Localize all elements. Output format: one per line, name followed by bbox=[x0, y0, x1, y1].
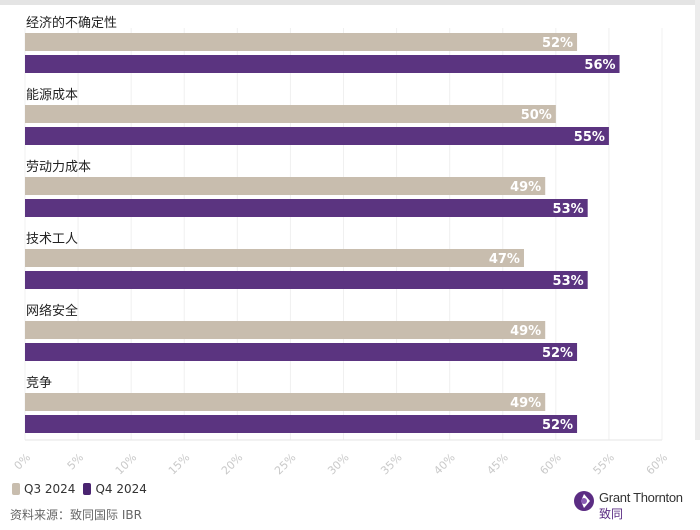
legend-swatch-q3 bbox=[12, 483, 20, 495]
bar-q3 bbox=[25, 177, 546, 195]
data-label: 49% bbox=[510, 180, 541, 195]
category-label: 网络安全 bbox=[26, 303, 78, 319]
tick-label: 35% bbox=[378, 451, 404, 477]
tick-label: 60% bbox=[537, 451, 563, 477]
right-border bbox=[695, 0, 700, 440]
tick-label: 60% bbox=[644, 451, 670, 477]
tick-label: 55% bbox=[591, 451, 617, 477]
data-label: 52% bbox=[542, 418, 573, 433]
bar-q4 bbox=[25, 127, 609, 145]
tick-label: 15% bbox=[166, 451, 192, 477]
tick-label: 0% bbox=[12, 451, 34, 473]
category-label: 能源成本 bbox=[26, 88, 78, 103]
data-label: 49% bbox=[510, 396, 541, 411]
data-label: 53% bbox=[553, 202, 584, 217]
legend: Q3 2024 Q4 2024 bbox=[12, 482, 147, 496]
tick-label: 30% bbox=[325, 451, 351, 477]
tick-label: 10% bbox=[113, 451, 139, 477]
logo-icon bbox=[574, 491, 594, 511]
data-label: 55% bbox=[574, 130, 605, 145]
category-label: 竞争 bbox=[26, 375, 52, 391]
bar-chart: 经济的不确定性 52% 56% 能源成本 50% 55% 劳动力成本 49% 53% 技术工人 47… bbox=[12, 15, 671, 477]
category-label: 劳动力成本 bbox=[26, 159, 91, 175]
data-label: 50% bbox=[521, 108, 552, 123]
data-label: 56% bbox=[584, 58, 615, 73]
bar-q3 bbox=[25, 321, 546, 339]
data-label: 49% bbox=[510, 324, 541, 339]
logo-sub: 致同 bbox=[599, 507, 624, 521]
tick-label: 25% bbox=[272, 451, 298, 477]
tick-label: 40% bbox=[431, 451, 457, 477]
data-label: 47% bbox=[489, 252, 520, 267]
tick-label: 45% bbox=[484, 451, 510, 477]
bar-q3 bbox=[25, 33, 578, 51]
data-label: 53% bbox=[553, 274, 584, 289]
legend-label-q4: Q4 2024 bbox=[95, 482, 147, 496]
bar-q4 bbox=[25, 271, 588, 289]
bar-q3 bbox=[25, 249, 524, 267]
tick-label: 20% bbox=[219, 451, 245, 477]
bar-q3 bbox=[25, 105, 556, 123]
bar-q3 bbox=[25, 393, 546, 411]
data-label: 52% bbox=[542, 36, 573, 51]
bar-q4 bbox=[25, 199, 588, 217]
tick-label: 5% bbox=[65, 451, 87, 473]
legend-swatch-q4 bbox=[83, 483, 92, 495]
category-label: 经济的不确定性 bbox=[26, 15, 117, 31]
bar-q4 bbox=[25, 343, 578, 361]
bar-q4 bbox=[25, 55, 620, 73]
logo-name: Grant Thornton bbox=[599, 490, 683, 505]
source-note: 资料来源：致同国际 IBR bbox=[10, 508, 142, 522]
grant-thornton-logo: Grant Thornton 致同 bbox=[573, 490, 683, 522]
category-label: 技术工人 bbox=[26, 232, 78, 247]
bar-q4 bbox=[25, 415, 578, 433]
data-label: 52% bbox=[542, 346, 573, 361]
top-border bbox=[0, 0, 700, 5]
legend-label-q3: Q3 2024 bbox=[24, 482, 76, 496]
